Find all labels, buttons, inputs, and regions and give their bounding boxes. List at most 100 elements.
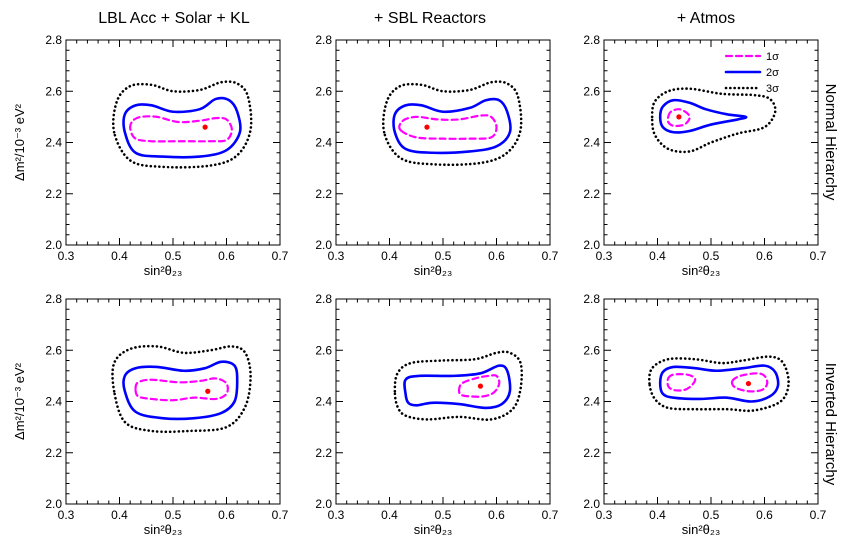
contour-3sigma	[111, 80, 253, 169]
contour-1sigma	[666, 373, 697, 392]
contour-2sigma	[122, 360, 239, 421]
y-tick-label: 2.4	[45, 395, 62, 409]
y-tick-label: 2.4	[583, 395, 600, 409]
contours	[393, 350, 524, 421]
contour-1sigma	[457, 374, 501, 398]
axes: 0.3 0.4 0.5 0.6 0.7 2.0 2.2 2.4 2.6 2.8 sin²θ₂₃ Δm²…	[12, 292, 289, 537]
y-tick-label: 2.6	[315, 84, 332, 98]
x-axis-label: sin²θ₂₃	[414, 263, 453, 278]
contour-3sigma	[381, 80, 523, 167]
x-tick-label: 0.4	[381, 249, 398, 263]
y-tick-label: 2.2	[583, 446, 600, 460]
row-title-normal: Normal Hierarchy	[822, 84, 839, 201]
y-tick-label: 2.2	[315, 187, 332, 201]
x-tick-label: 0.6	[756, 249, 773, 263]
contour-2sigma	[658, 364, 780, 403]
panel-inverted-1: 0.3 0.4 0.5 0.6 0.7 2.0 2.2 2.4 2.6 2.8 sin²θ₂₃ Δm²…	[12, 292, 289, 537]
x-tick-label: 0.5	[435, 508, 452, 522]
y-tick-label: 2.8	[583, 33, 600, 47]
panel-inverted-3: 0.3 0.4 0.5 0.6 0.7 2.0 2.2 2.4 2.6 2.8 sin²θ₂₃	[583, 292, 826, 537]
best-fit-point	[676, 114, 682, 120]
x-axis-label: sin²θ₂₃	[682, 522, 721, 537]
best-fit-point	[745, 380, 752, 387]
best-fit-point	[205, 388, 211, 394]
axes: 0.3 0.4 0.5 0.6 0.7 2.0 2.2 2.4 2.6 2.8 sin²θ₂₃ Δm²…	[12, 33, 289, 278]
y-tick-label: 2.6	[583, 84, 600, 98]
y-tick-label: 2.0	[45, 497, 62, 511]
x-tick-label: 0.6	[218, 508, 235, 522]
row-title-inverted: Inverted Hierarchy	[822, 363, 839, 486]
y-tick-label: 2.0	[315, 238, 332, 252]
x-tick-label: 0.3	[58, 508, 75, 522]
y-tick-label: 2.0	[45, 238, 62, 252]
panel-grid: 0.3 0.4 0.5 0.6 0.7 2.0 2.2 2.4 2.6 2.8 sin²θ₂₃ Δm²…	[12, 33, 827, 537]
x-tick-label: 0.5	[703, 508, 720, 522]
y-tick-label: 2.8	[45, 33, 62, 47]
x-tick-label: 0.7	[542, 249, 559, 263]
plot-frame	[603, 39, 819, 246]
column-title-3: + Atmos	[677, 10, 735, 27]
x-tick-label: 0.7	[810, 508, 827, 522]
y-tick-label: 2.4	[315, 395, 332, 409]
y-tick-label: 2.0	[583, 238, 600, 252]
x-tick-label: 0.4	[111, 249, 128, 263]
contour-3sigma	[393, 350, 524, 421]
y-tick-label: 2.2	[315, 446, 332, 460]
x-tick-label: 0.3	[596, 508, 613, 522]
x-tick-label: 0.3	[328, 249, 345, 263]
contour-1sigma	[134, 377, 229, 402]
x-tick-label: 0.6	[488, 249, 505, 263]
contour-2sigma	[392, 97, 512, 155]
x-tick-label: 0.7	[272, 508, 289, 522]
y-tick-label: 2.8	[315, 292, 332, 306]
best-fit-point	[202, 124, 208, 130]
plot-frame	[65, 39, 281, 246]
plot-frame	[603, 298, 819, 505]
x-tick-label: 0.3	[58, 249, 75, 263]
figure-titles: LBL Acc + Solar + KL + SBL Reactors + At…	[98, 10, 839, 486]
x-tick-label: 0.4	[649, 249, 666, 263]
contour-3sigma	[650, 87, 777, 154]
x-tick-label: 0.7	[272, 249, 289, 263]
x-tick-label: 0.5	[435, 249, 452, 263]
axes: 0.3 0.4 0.5 0.6 0.7 2.0 2.2 2.4 2.6 2.8 sin²θ₂₃	[315, 33, 558, 278]
y-tick-label: 2.6	[315, 343, 332, 357]
x-tick-label: 0.7	[810, 249, 827, 263]
contours	[111, 80, 253, 169]
contour-1sigma	[730, 372, 769, 393]
y-tick-label: 2.0	[315, 497, 332, 511]
contour-3sigma	[111, 344, 252, 434]
axes: 0.3 0.4 0.5 0.6 0.7 2.0 2.2 2.4 2.6 2.8 sin²θ₂₃	[315, 292, 558, 537]
x-tick-label: 0.5	[703, 249, 720, 263]
y-axis-label: Δm²/10⁻³ eV²	[12, 362, 27, 440]
x-tick-label: 0.6	[218, 249, 235, 263]
panel-normal-1: 0.3 0.4 0.5 0.6 0.7 2.0 2.2 2.4 2.6 2.8 sin²θ₂₃ Δm²…	[12, 33, 289, 278]
y-tick-label: 2.4	[315, 136, 332, 150]
x-tick-label: 0.6	[756, 508, 773, 522]
y-tick-label: 2.8	[315, 33, 332, 47]
best-fit-point	[424, 124, 430, 130]
y-tick-label: 2.2	[583, 187, 600, 201]
y-tick-label: 2.6	[583, 343, 600, 357]
contours	[381, 80, 523, 167]
contour-1sigma	[666, 108, 691, 128]
legend-label: 1σ	[766, 51, 779, 63]
x-tick-label: 0.3	[596, 249, 613, 263]
plot-frame	[335, 39, 551, 246]
legend-label: 3σ	[766, 83, 779, 95]
panel-inverted-2: 0.3 0.4 0.5 0.6 0.7 2.0 2.2 2.4 2.6 2.8 sin²θ₂₃	[315, 292, 558, 537]
contour-1sigma	[129, 115, 233, 143]
best-fit-point	[477, 383, 484, 389]
y-tick-label: 2.6	[45, 343, 62, 357]
contour-1sigma	[398, 114, 498, 140]
contour-2sigma	[658, 98, 748, 134]
y-tick-label: 2.2	[45, 187, 62, 201]
x-axis-label: sin²θ₂₃	[144, 522, 183, 537]
column-title-1: LBL Acc + Solar + KL	[98, 10, 250, 27]
column-title-2: + SBL Reactors	[374, 10, 486, 27]
axes: 0.3 0.4 0.5 0.6 0.7 2.0 2.2 2.4 2.6 2.8 sin²θ₂₃	[583, 33, 826, 278]
contours	[650, 87, 777, 154]
legend-label: 2σ	[766, 67, 779, 79]
y-tick-label: 2.4	[45, 136, 62, 150]
